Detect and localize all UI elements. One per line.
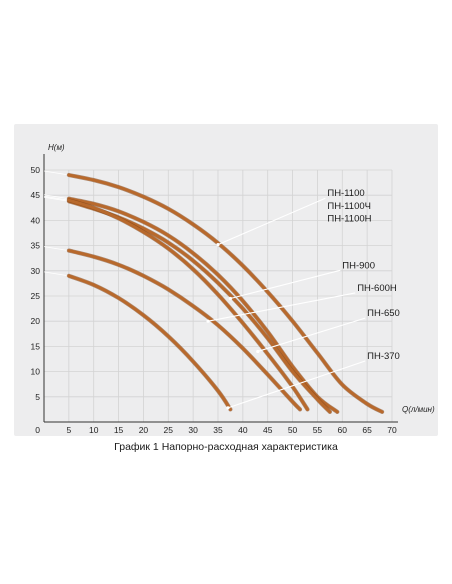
series-line-shadow xyxy=(66,199,332,414)
curves xyxy=(43,170,385,414)
series-line-2 xyxy=(67,197,339,414)
y-tick-label: 25 xyxy=(31,291,41,301)
leader-dot xyxy=(216,242,220,247)
x-tick-label: 50 xyxy=(288,425,298,435)
leader-dot xyxy=(228,296,233,301)
chart-frame: 5 10 15 20 25 30 35 40 45 50 55 60 65 70 5 10 15 20 25 30 35… xyxy=(14,124,438,436)
series-label: ПН-1100Н xyxy=(327,213,371,224)
series-label: ПН-1100 xyxy=(327,188,364,199)
chart-plot: 5 10 15 20 25 30 35 40 45 50 55 60 65 70 5 10 15 20 25 30 35… xyxy=(31,143,435,435)
chart-caption: График 1 Напорно-расходная характеристик… xyxy=(114,441,338,453)
series-label: ПН-650 xyxy=(367,308,400,319)
y-tick-label: 35 xyxy=(31,241,41,251)
leader-dot xyxy=(256,349,260,354)
leader-line xyxy=(227,360,366,409)
x-tick-label: 45 xyxy=(263,425,273,435)
series-line-5 xyxy=(67,249,302,411)
y-tick-label: 10 xyxy=(31,367,41,377)
x-tick-label: 35 xyxy=(213,425,223,435)
y-tick-label: 50 xyxy=(31,165,41,175)
y-tick-label: 15 xyxy=(31,341,41,351)
origin-label: 0 xyxy=(35,425,40,435)
series-line-4 xyxy=(67,198,309,411)
series-label: ПН-370 xyxy=(367,351,400,362)
series-line-6 xyxy=(67,274,232,411)
x-tick-label: 40 xyxy=(238,425,248,435)
series-line-3 xyxy=(67,199,332,414)
series-lead-line xyxy=(43,170,69,176)
x-tick-label: 5 xyxy=(66,425,71,435)
axes: 5 10 15 20 25 30 35 40 45 50 55 60 65 70 5 10 15 20 25 30 35… xyxy=(31,143,435,435)
y-tick-label: 30 xyxy=(31,266,41,276)
x-tick-label: 15 xyxy=(114,425,124,435)
leader-dot xyxy=(206,319,210,323)
leader-line xyxy=(230,269,341,300)
series-lead-line xyxy=(43,194,69,200)
leader-line xyxy=(257,317,366,352)
y-tick-label: 45 xyxy=(31,190,41,200)
series-label: ПН-900 xyxy=(342,260,375,271)
x-tick-label: 10 xyxy=(89,425,99,435)
y-tick-label: 40 xyxy=(31,215,41,225)
series-label: ПН-600Н xyxy=(357,283,397,294)
y-axis-title: H(м) xyxy=(48,143,65,152)
series-line-1 xyxy=(67,173,384,414)
y-tick-label: 20 xyxy=(31,316,41,326)
x-tick-label: 25 xyxy=(164,425,174,435)
series-lead-line xyxy=(43,246,69,252)
leader-dot xyxy=(226,406,230,410)
x-tick-label: 20 xyxy=(139,425,149,435)
series-lead-line xyxy=(43,271,69,277)
x-axis-title: Q(л/мин) xyxy=(402,405,435,414)
leader-line xyxy=(217,197,326,246)
series-label: ПН-1100Ч xyxy=(327,201,371,212)
series-lead-line xyxy=(43,196,69,202)
leader-line xyxy=(207,292,356,322)
x-tick-label: 30 xyxy=(188,425,198,435)
x-tick-label: 70 xyxy=(387,425,397,435)
x-tick-label: 60 xyxy=(338,425,348,435)
y-tick-label: 5 xyxy=(35,392,40,402)
x-tick-label: 55 xyxy=(313,425,323,435)
x-tick-label: 65 xyxy=(362,425,372,435)
series-lead-line xyxy=(43,195,69,201)
